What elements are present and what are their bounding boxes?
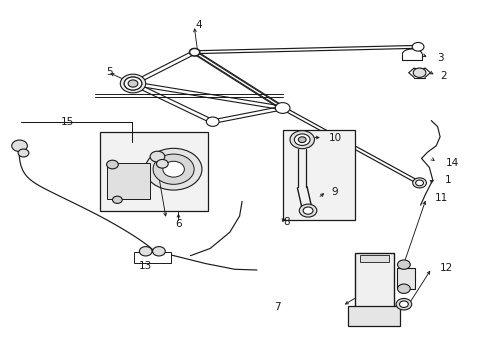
Text: 10: 10 — [328, 132, 341, 143]
Circle shape — [152, 247, 165, 256]
Circle shape — [289, 131, 314, 149]
Circle shape — [412, 178, 426, 188]
Circle shape — [124, 77, 142, 90]
Text: 13: 13 — [139, 261, 152, 271]
Circle shape — [12, 140, 27, 152]
Text: 8: 8 — [283, 217, 290, 228]
Circle shape — [415, 180, 423, 186]
Circle shape — [299, 204, 316, 217]
Circle shape — [153, 154, 194, 184]
Circle shape — [298, 137, 305, 143]
Bar — [134, 252, 170, 263]
Text: 2: 2 — [439, 71, 446, 81]
Circle shape — [139, 247, 152, 256]
Text: 12: 12 — [439, 263, 452, 273]
Text: 7: 7 — [274, 302, 281, 312]
Circle shape — [106, 160, 118, 169]
Circle shape — [397, 284, 409, 293]
Circle shape — [156, 159, 168, 168]
Circle shape — [411, 42, 423, 51]
Circle shape — [395, 298, 411, 310]
Text: 11: 11 — [434, 193, 447, 203]
Circle shape — [128, 80, 138, 87]
Circle shape — [189, 49, 199, 56]
Text: 14: 14 — [445, 158, 458, 168]
Circle shape — [189, 48, 200, 56]
Circle shape — [206, 117, 219, 126]
Circle shape — [275, 103, 289, 113]
Circle shape — [18, 149, 29, 157]
Circle shape — [397, 260, 409, 269]
Bar — [354, 253, 393, 307]
Circle shape — [124, 77, 142, 90]
Text: 9: 9 — [331, 186, 338, 197]
Bar — [359, 255, 388, 262]
Circle shape — [120, 74, 145, 93]
Circle shape — [303, 207, 312, 214]
Bar — [347, 306, 399, 326]
Bar — [100, 132, 207, 211]
Bar — [282, 130, 354, 220]
Circle shape — [112, 196, 122, 203]
Text: 15: 15 — [61, 117, 74, 127]
Circle shape — [145, 148, 202, 190]
Text: 1: 1 — [444, 175, 451, 185]
Circle shape — [294, 134, 309, 145]
Circle shape — [150, 151, 164, 162]
Text: 5: 5 — [106, 67, 113, 77]
Circle shape — [399, 301, 407, 307]
Circle shape — [163, 161, 184, 177]
Text: 3: 3 — [437, 53, 444, 63]
Text: 6: 6 — [175, 219, 182, 229]
Bar — [396, 268, 414, 289]
Bar — [106, 163, 149, 199]
Circle shape — [412, 68, 425, 77]
Text: 4: 4 — [195, 20, 202, 30]
